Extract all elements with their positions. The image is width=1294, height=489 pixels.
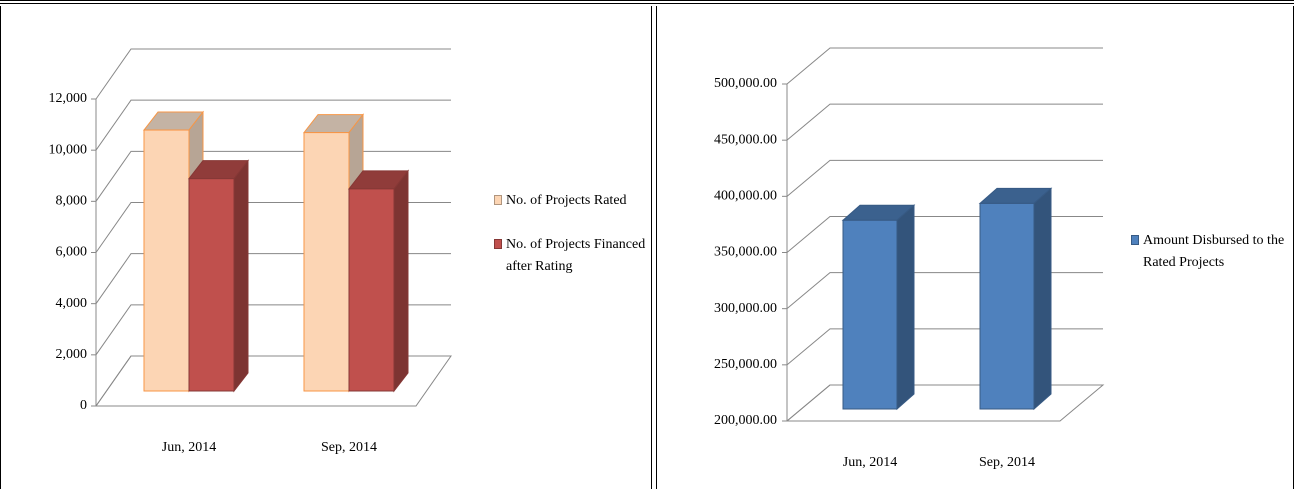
y-tick-label: 200,000.00	[714, 413, 777, 428]
bar-side	[896, 204, 915, 411]
legend: Amount Disbursed to the Rated Projects	[1131, 230, 1291, 296]
x-tick-label: Jun, 2014	[843, 455, 897, 470]
y-tick-label: 0	[80, 398, 87, 413]
y-tick-label: 8,000	[56, 194, 88, 209]
y-tick-label: 250,000.00	[714, 357, 777, 372]
bar-front	[143, 129, 190, 392]
grid-line	[786, 384, 1103, 422]
top-rule	[0, 0, 1294, 4]
bar-side	[233, 159, 249, 393]
bar-front	[979, 202, 1035, 410]
y-tick-label: 2,000	[56, 347, 88, 362]
legend-swatch	[494, 195, 502, 205]
y-tick-label: 300,000.00	[714, 301, 777, 316]
chart: 0 2,000 4,000 6,000 8,000 10,000 12,000 Jun, 20…	[49, 48, 452, 455]
bar	[841, 204, 916, 411]
y-tick-label: 12,000	[49, 91, 88, 106]
x-tick-label: Jun, 2014	[162, 440, 216, 455]
chart-panel: 200,000.00 250,000.00 300,000.00 350,000.00…	[656, 6, 1294, 489]
bar-side	[393, 169, 409, 393]
chart-panel: 0 2,000 4,000 6,000 8,000 10,000 12,000 Jun, 20…	[0, 6, 652, 489]
y-tick-label: 350,000.00	[714, 245, 777, 260]
grid-line	[786, 103, 1103, 141]
x-tick-label: Sep, 2014	[979, 455, 1035, 470]
y-tick-label: 4,000	[56, 296, 88, 311]
bar	[347, 169, 410, 393]
grid-line	[786, 216, 1103, 253]
legend-label: No. of Projects Financed after Rating	[506, 237, 646, 274]
bar-front	[188, 178, 235, 392]
floor	[785, 384, 1105, 422]
grid-line	[95, 99, 451, 151]
legend-item: Amount Disbursed to the Rated Projects	[1131, 230, 1291, 274]
legend-item: No. of Projects Rated	[494, 190, 649, 212]
y-tick-label: 6,000	[56, 245, 88, 260]
grid-line	[786, 47, 1103, 85]
y-tick-label: 400,000.00	[714, 189, 777, 204]
legend-item: No. of Projects Financed after Rating	[494, 234, 649, 278]
bar-front	[348, 188, 395, 392]
grid-line	[95, 48, 451, 100]
legend-swatch	[1131, 235, 1139, 245]
bar	[187, 159, 250, 393]
y-tick-label: 500,000.00	[714, 76, 777, 91]
bar-front	[303, 132, 350, 392]
y-tick-label: 450,000.00	[714, 132, 777, 147]
grid-line	[786, 159, 1103, 197]
legend-label: Amount Disbursed to the Rated Projects	[1143, 233, 1285, 270]
chart: 200,000.00 250,000.00 300,000.00 350,000.00…	[714, 47, 1105, 470]
legend-label: No. of Projects Rated	[506, 193, 627, 208]
y-tick-label: 10,000	[49, 142, 88, 157]
legend: No. of Projects Rated No. of Projects Fin…	[494, 190, 649, 300]
bar	[978, 187, 1053, 411]
grid-line	[786, 272, 1103, 310]
x-tick-label: Sep, 2014	[321, 440, 377, 455]
legend-swatch	[494, 239, 502, 249]
grid-line	[786, 328, 1103, 366]
bar-side	[1033, 187, 1052, 411]
bar-front	[842, 219, 898, 410]
